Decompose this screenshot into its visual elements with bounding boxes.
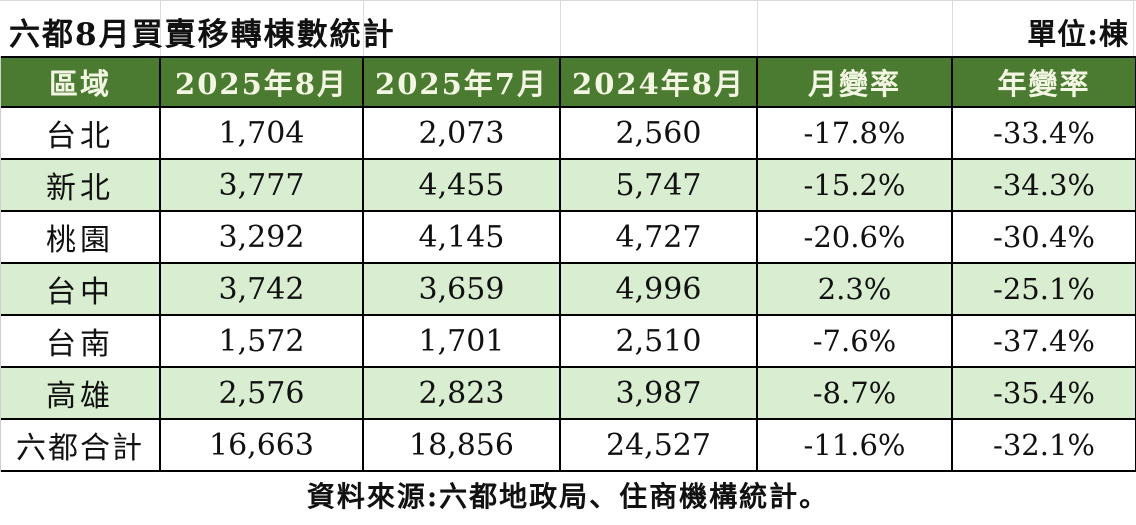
mom-cell: -17.8%	[758, 108, 953, 160]
yoy-cell: -35.4%	[953, 368, 1136, 420]
gridline	[952, 1, 953, 56]
yoy-cell: -34.3%	[953, 160, 1136, 212]
value-cell: 4,455	[364, 160, 561, 212]
gridline	[757, 1, 758, 56]
region-cell: 台中	[1, 264, 161, 316]
total-region-cell: 六都合計	[1, 420, 161, 472]
yoy-cell: -37.4%	[953, 316, 1136, 368]
mom-cell: -20.6%	[758, 212, 953, 264]
source-note: 資料來源:六都地政局、住商機構統計。	[306, 480, 830, 513]
value-cell: 2,560	[561, 108, 758, 160]
column-header-yoy: 年變率	[953, 56, 1136, 108]
title-band: 六都8月買賣移轉棟數統計 單位:棟	[0, 1, 1136, 56]
total-value-cell: 16,663	[161, 420, 364, 472]
total-value-cell: 24,527	[561, 420, 758, 472]
column-header-jul2025: 2025年7月	[364, 56, 561, 108]
total-value-cell: 18,856	[364, 420, 561, 472]
region-cell: 台南	[1, 316, 161, 368]
value-cell: 3,987	[561, 368, 758, 420]
yoy-cell: -25.1%	[953, 264, 1136, 316]
yoy-cell: -33.4%	[953, 108, 1136, 160]
value-cell: 5,747	[561, 160, 758, 212]
column-header-mom: 月變率	[758, 56, 953, 108]
value-cell: 3,659	[364, 264, 561, 316]
mom-cell: -7.6%	[758, 316, 953, 368]
value-cell: 1,572	[161, 316, 364, 368]
value-cell: 2,073	[364, 108, 561, 160]
gridline	[560, 1, 561, 56]
value-cell: 2,510	[561, 316, 758, 368]
value-cell: 2,576	[161, 368, 364, 420]
value-cell: 1,704	[161, 108, 364, 160]
mom-cell: 2.3%	[758, 264, 953, 316]
gridline	[1133, 1, 1134, 56]
value-cell: 2,823	[364, 368, 561, 420]
mom-cell: -15.2%	[758, 160, 953, 212]
gridline	[160, 1, 161, 56]
mom-cell: -8.7%	[758, 368, 953, 420]
column-header-region: 區域	[1, 56, 161, 108]
region-cell: 台北	[1, 108, 161, 160]
unit-label: 單位:棟	[1027, 17, 1129, 51]
column-header-aug2024: 2024年8月	[561, 56, 758, 108]
total-yoy-cell: -32.1%	[953, 420, 1136, 472]
value-cell: 3,742	[161, 264, 364, 316]
total-mom-cell: -11.6%	[758, 420, 953, 472]
data-table: 區域 2025年8月 2025年7月 2024年8月 月變率 年變率 台北 1,…	[0, 56, 1136, 472]
value-cell: 4,996	[561, 264, 758, 316]
value-cell: 3,777	[161, 160, 364, 212]
value-cell: 3,292	[161, 212, 364, 264]
value-cell: 4,727	[561, 212, 758, 264]
region-cell: 新北	[1, 160, 161, 212]
region-cell: 桃園	[1, 212, 161, 264]
value-cell: 4,145	[364, 212, 561, 264]
yoy-cell: -30.4%	[953, 212, 1136, 264]
gridline	[363, 1, 364, 56]
page-title: 六都8月買賣移轉棟數統計	[9, 17, 396, 53]
value-cell: 1,701	[364, 316, 561, 368]
column-header-aug2025: 2025年8月	[161, 56, 364, 108]
region-cell: 高雄	[1, 368, 161, 420]
